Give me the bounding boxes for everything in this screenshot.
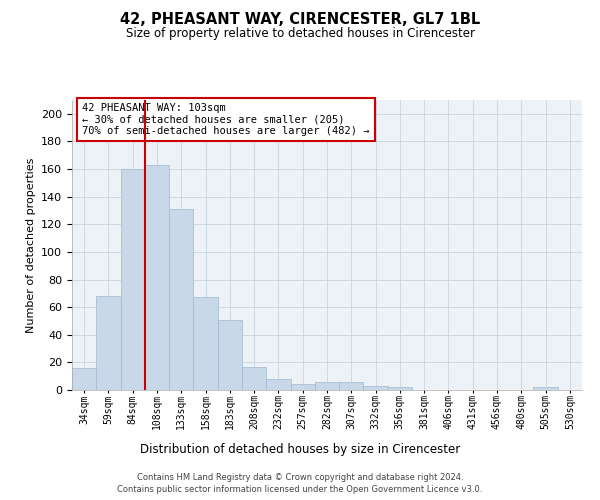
Bar <box>96 296 121 390</box>
Bar <box>266 379 290 390</box>
Bar <box>169 209 193 390</box>
Bar <box>339 382 364 390</box>
Text: 42 PHEASANT WAY: 103sqm
← 30% of detached houses are smaller (205)
70% of semi-d: 42 PHEASANT WAY: 103sqm ← 30% of detache… <box>82 103 370 136</box>
Bar <box>72 368 96 390</box>
Bar <box>121 169 145 390</box>
Bar <box>218 320 242 390</box>
Bar <box>242 366 266 390</box>
Text: Contains HM Land Registry data © Crown copyright and database right 2024.: Contains HM Land Registry data © Crown c… <box>137 472 463 482</box>
Bar <box>145 165 169 390</box>
Bar <box>290 384 315 390</box>
Text: Contains public sector information licensed under the Open Government Licence v3: Contains public sector information licen… <box>118 485 482 494</box>
Bar <box>533 387 558 390</box>
Text: Size of property relative to detached houses in Cirencester: Size of property relative to detached ho… <box>125 28 475 40</box>
Y-axis label: Number of detached properties: Number of detached properties <box>26 158 35 332</box>
Bar <box>388 387 412 390</box>
Text: 42, PHEASANT WAY, CIRENCESTER, GL7 1BL: 42, PHEASANT WAY, CIRENCESTER, GL7 1BL <box>120 12 480 28</box>
Bar <box>364 386 388 390</box>
Bar <box>193 298 218 390</box>
Text: Distribution of detached houses by size in Cirencester: Distribution of detached houses by size … <box>140 442 460 456</box>
Bar <box>315 382 339 390</box>
